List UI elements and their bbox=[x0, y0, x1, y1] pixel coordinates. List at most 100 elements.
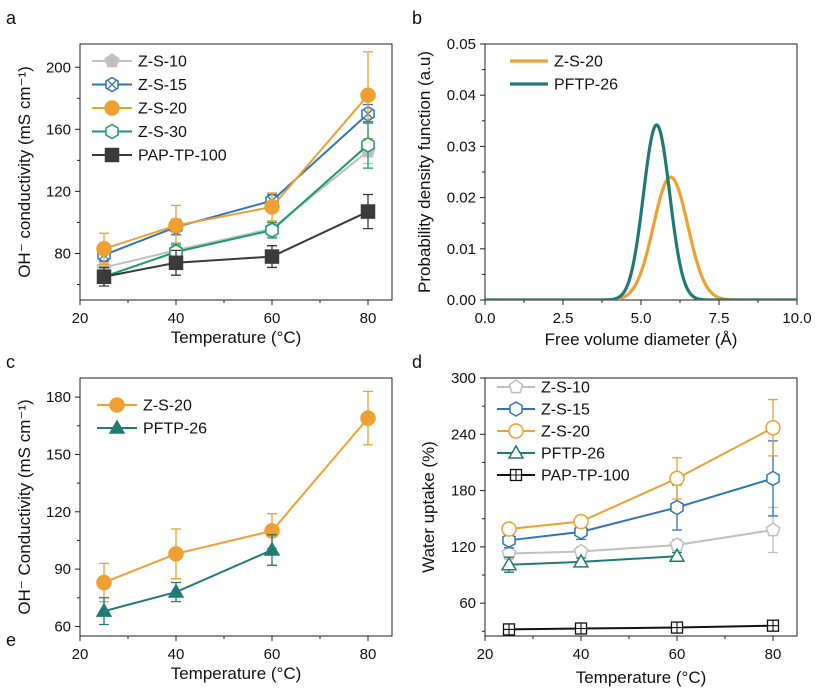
y-tick-label: 300 bbox=[451, 370, 476, 387]
x-tick-label: 60 bbox=[669, 646, 686, 663]
y-axis-label: OH⁻ conductivity (mS cm⁻¹) bbox=[15, 66, 34, 278]
legend-label: PFTP-26 bbox=[554, 77, 618, 94]
legend-entry: Z-S-10 bbox=[92, 53, 187, 71]
data-point-cross bbox=[671, 622, 683, 634]
data-point bbox=[96, 241, 112, 257]
x-tick-label: 80 bbox=[360, 310, 377, 327]
series-line bbox=[103, 94, 369, 250]
legend-marker bbox=[104, 100, 120, 116]
y-tick-label: 80 bbox=[54, 245, 71, 262]
legend-label: Z-S-15 bbox=[541, 402, 590, 419]
panel-label-e: e bbox=[6, 630, 16, 650]
panel-d: 20 40 60 80 60 120 180 240 300 Temperature (°C) Wa… bbox=[419, 370, 798, 687]
data-point-cross bbox=[575, 622, 587, 634]
legend-marker bbox=[108, 419, 126, 434]
legend-entry: PFTP-26 bbox=[497, 444, 605, 463]
x-tick-label: 40 bbox=[168, 646, 185, 663]
x-axis-label: Temperature (°C) bbox=[171, 328, 302, 347]
x-axis-label: Free volume diameter (Å) bbox=[545, 330, 738, 349]
y-tick-label: 90 bbox=[54, 561, 71, 578]
series-PAP-TP-100 bbox=[502, 619, 780, 636]
series-line bbox=[103, 549, 273, 613]
legend-entry: PFTP-26 bbox=[510, 77, 618, 94]
panel-label-c: c bbox=[6, 352, 15, 372]
series-line bbox=[103, 144, 369, 278]
y-tick-label: 0.03 bbox=[447, 138, 476, 155]
legend-label: Z-S-10 bbox=[138, 54, 187, 71]
data-point bbox=[361, 136, 375, 153]
x-tick-label: 5.0 bbox=[631, 310, 652, 327]
panel-a: 20 40 60 80 80 120 160 200 Temperature (°C) OH⁻ c… bbox=[15, 43, 393, 347]
legend-marker bbox=[109, 397, 125, 413]
y-axis-label: OH⁻ Conductivity (mS cm⁻¹) bbox=[15, 399, 34, 614]
data-point bbox=[502, 532, 516, 549]
y-tick-label: 0.04 bbox=[447, 87, 476, 104]
data-point bbox=[500, 556, 518, 571]
panel-b: 0.0 2.5 5.0 7.5 10.0 0.00 0.01 0.02 0.03 0.04 0.05… bbox=[415, 36, 812, 349]
plot-frame bbox=[79, 377, 393, 637]
x-tick-label: 2.5 bbox=[553, 310, 574, 327]
legend-entry: Z-S-20 bbox=[497, 423, 590, 441]
data-point bbox=[265, 222, 279, 239]
plot-frame bbox=[484, 377, 798, 637]
series-PFTP-26 bbox=[485, 123, 797, 300]
series-PAP-TP-100 bbox=[96, 193, 376, 287]
distribution-curve bbox=[485, 123, 797, 300]
legend-label: Z-S-20 bbox=[541, 424, 590, 441]
data-point bbox=[168, 217, 184, 234]
y-tick-label: 60 bbox=[459, 595, 476, 612]
data-point bbox=[264, 249, 280, 264]
x-tick-label: 80 bbox=[765, 646, 782, 663]
y-tick-label: 120 bbox=[46, 504, 71, 521]
series-line bbox=[508, 426, 774, 531]
series-PFTP-26 bbox=[95, 534, 281, 626]
x-tick-label: 80 bbox=[360, 646, 377, 663]
x-tick-label: 20 bbox=[477, 646, 494, 663]
data-point bbox=[669, 470, 685, 487]
panel-c: 20 40 60 80 60 90 120 150 180 Temperature (°C) OH⁻… bbox=[15, 377, 393, 683]
data-point bbox=[167, 583, 185, 598]
data-point bbox=[573, 513, 589, 530]
legend-entry: Z-S-20 bbox=[97, 397, 192, 415]
data-point bbox=[168, 255, 184, 271]
data-point bbox=[360, 87, 376, 103]
series-Z-S-20 bbox=[96, 51, 376, 265]
legend-label: Z-S-20 bbox=[554, 54, 603, 71]
series-line bbox=[103, 150, 369, 269]
y-axis-label: Probability density function (a.u) bbox=[415, 51, 434, 293]
x-tick-label: 60 bbox=[264, 310, 281, 327]
legend-entry: PAP-TP-100 bbox=[92, 148, 227, 165]
data-point bbox=[572, 553, 590, 568]
data-point bbox=[360, 410, 376, 426]
y-tick-label: 120 bbox=[46, 183, 71, 200]
y-tick-label: 150 bbox=[46, 446, 71, 463]
series-Z-S-20 bbox=[485, 175, 797, 300]
series-line bbox=[103, 113, 369, 256]
legend-label: Z-S-30 bbox=[138, 124, 187, 141]
data-point bbox=[501, 521, 517, 537]
legend-label: Z-S-20 bbox=[138, 101, 187, 118]
data-point bbox=[96, 574, 112, 591]
data-point bbox=[360, 204, 376, 219]
x-tick-label: 10.0 bbox=[782, 310, 811, 327]
legend-entry: Z-S-20 bbox=[510, 54, 603, 71]
y-tick-label: 160 bbox=[46, 121, 71, 138]
legend-marker bbox=[104, 53, 120, 68]
legend-entry: PFTP-26 bbox=[97, 419, 207, 438]
series-line bbox=[103, 210, 369, 278]
plot-frame bbox=[79, 43, 393, 301]
y-tick-label: 120 bbox=[451, 539, 476, 556]
x-tick-label: 7.5 bbox=[709, 310, 730, 327]
data-point bbox=[766, 470, 780, 487]
data-point bbox=[765, 419, 781, 436]
y-tick-label: 180 bbox=[46, 389, 71, 406]
series-line bbox=[508, 477, 774, 542]
legend-label: Z-S-10 bbox=[541, 380, 590, 397]
y-tick-label: 0.02 bbox=[447, 190, 476, 207]
data-point bbox=[765, 522, 781, 537]
data-point bbox=[264, 199, 280, 215]
x-tick-label: 20 bbox=[72, 310, 89, 327]
y-tick-label: 0.00 bbox=[447, 292, 476, 309]
y-tick-label: 240 bbox=[451, 426, 476, 443]
x-tick-label: 40 bbox=[168, 310, 185, 327]
